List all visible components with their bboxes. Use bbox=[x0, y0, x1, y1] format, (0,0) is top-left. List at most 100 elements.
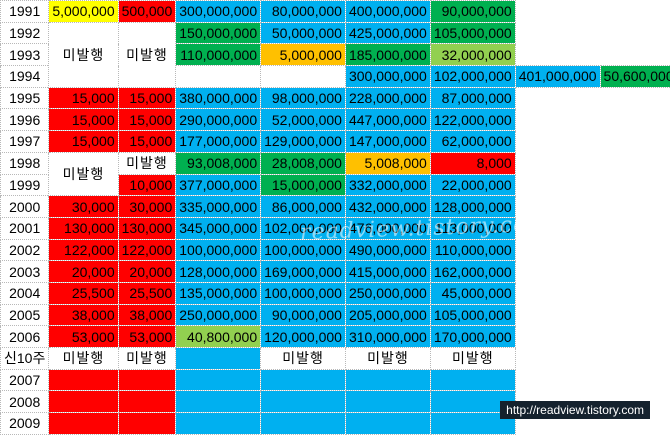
year-cell[interactable]: 1997 bbox=[0, 130, 50, 153]
year-cell[interactable]: 2007 bbox=[0, 368, 50, 392]
value-cell[interactable] bbox=[175, 347, 262, 370]
value-cell[interactable]: 15,000,000 bbox=[260, 173, 346, 197]
value-cell[interactable]: 310,000,000 bbox=[344, 325, 431, 348]
value-cell[interactable]: 250,000,000 bbox=[344, 281, 431, 305]
year-cell[interactable]: 1999 bbox=[0, 173, 50, 197]
year-cell[interactable]: 2000 bbox=[0, 195, 50, 218]
value-cell[interactable]: 100,000,000 bbox=[260, 281, 346, 305]
value-cell[interactable]: 169,000,000 bbox=[260, 260, 346, 283]
year-cell[interactable]: 2001 bbox=[0, 216, 50, 240]
value-cell[interactable] bbox=[260, 368, 346, 392]
value-cell[interactable]: 미발행 bbox=[429, 347, 516, 370]
value-cell[interactable]: 120,000,000 bbox=[260, 325, 346, 348]
year-cell[interactable]: 2008 bbox=[0, 390, 50, 414]
year-cell[interactable]: 2003 bbox=[0, 260, 50, 283]
value-cell[interactable]: 130,000 bbox=[48, 216, 119, 240]
year-cell[interactable]: 2004 bbox=[0, 281, 50, 305]
value-cell[interactable] bbox=[260, 412, 346, 435]
value-cell[interactable]: 15,000 bbox=[117, 130, 177, 153]
value-cell[interactable]: 미발행 bbox=[48, 151, 119, 197]
value-cell[interactable]: 401,000,000 bbox=[514, 65, 601, 88]
value-cell[interactable]: 130,000 bbox=[117, 216, 177, 240]
value-cell[interactable]: 447,000,000 bbox=[344, 108, 431, 132]
value-cell[interactable]: 53,000 bbox=[117, 325, 177, 348]
value-cell[interactable]: 25,500 bbox=[48, 281, 119, 305]
value-cell[interactable]: 400,000,000 bbox=[344, 0, 431, 23]
value-cell[interactable] bbox=[175, 368, 262, 392]
value-cell[interactable] bbox=[48, 368, 119, 392]
value-cell[interactable] bbox=[48, 390, 119, 414]
value-cell[interactable]: 432,000,000 bbox=[344, 195, 431, 218]
year-cell[interactable]: 1994 bbox=[0, 65, 50, 88]
value-cell[interactable]: 110,000,000 bbox=[175, 43, 262, 67]
value-cell[interactable]: 228,000,000 bbox=[344, 86, 431, 110]
value-cell[interactable]: 205,000,000 bbox=[344, 303, 431, 327]
value-cell[interactable]: 102,000,000 bbox=[429, 65, 516, 88]
value-cell[interactable]: 185,000,000 bbox=[344, 43, 431, 67]
value-cell[interactable]: 100,000,000 bbox=[175, 238, 262, 262]
value-cell[interactable] bbox=[260, 390, 346, 414]
value-cell[interactable]: 90,000,000 bbox=[260, 303, 346, 327]
value-cell[interactable]: 미발행 bbox=[117, 347, 177, 370]
value-cell[interactable]: 500,000 bbox=[117, 0, 177, 23]
value-cell[interactable] bbox=[344, 368, 431, 392]
value-cell[interactable]: 177,000,000 bbox=[175, 130, 262, 153]
value-cell[interactable] bbox=[344, 390, 431, 414]
value-cell[interactable]: 490,000,000 bbox=[344, 238, 431, 262]
url-badge[interactable]: http://readview.tistory.com bbox=[500, 401, 650, 419]
value-cell[interactable]: 32,000,000 bbox=[429, 43, 516, 67]
value-cell[interactable]: 62,000,000 bbox=[429, 130, 516, 153]
value-cell[interactable]: 15,000 bbox=[48, 86, 119, 110]
value-cell[interactable]: 15,000 bbox=[117, 108, 177, 132]
value-cell[interactable]: 86,000,000 bbox=[260, 195, 346, 218]
value-cell[interactable] bbox=[344, 412, 431, 435]
value-cell[interactable]: 미발행 bbox=[260, 347, 346, 370]
value-cell[interactable]: 122,000 bbox=[117, 238, 177, 262]
value-cell[interactable]: 98,000,000 bbox=[260, 86, 346, 110]
value-cell[interactable]: 345,000,000 bbox=[175, 216, 262, 240]
value-cell[interactable]: 미발행 bbox=[48, 21, 119, 88]
value-cell[interactable]: 20,000 bbox=[117, 260, 177, 283]
year-cell[interactable]: 2005 bbox=[0, 303, 50, 327]
value-cell[interactable]: 미발행 bbox=[344, 347, 431, 370]
value-cell[interactable]: 150,000,000 bbox=[175, 21, 262, 45]
value-cell[interactable]: 45,000,000 bbox=[429, 281, 516, 305]
value-cell[interactable]: 380,000,000 bbox=[175, 86, 262, 110]
value-cell[interactable]: 170,000,000 bbox=[429, 325, 516, 348]
value-cell[interactable] bbox=[429, 368, 516, 392]
value-cell[interactable]: 87,000,000 bbox=[429, 86, 516, 110]
value-cell[interactable]: 476,000,000 bbox=[344, 216, 431, 240]
year-cell[interactable]: 신10주 bbox=[0, 347, 50, 370]
value-cell[interactable] bbox=[117, 368, 177, 392]
value-cell[interactable]: 105,000,000 bbox=[429, 303, 516, 327]
value-cell[interactable]: 290,000,000 bbox=[175, 108, 262, 132]
value-cell[interactable]: 425,000,000 bbox=[344, 21, 431, 45]
year-cell[interactable]: 1993 bbox=[0, 43, 50, 67]
value-cell[interactable]: 28,008,000 bbox=[260, 151, 346, 175]
value-cell[interactable]: 미발행 bbox=[117, 151, 177, 175]
value-cell[interactable]: 80,000,000 bbox=[260, 0, 346, 23]
value-cell[interactable]: 93,008,000 bbox=[175, 151, 262, 175]
value-cell[interactable]: 10,000 bbox=[117, 173, 177, 197]
value-cell[interactable]: 15,000 bbox=[117, 86, 177, 110]
value-cell[interactable]: 8,000 bbox=[429, 151, 516, 175]
value-cell[interactable]: 122,000,000 bbox=[429, 108, 516, 132]
value-cell[interactable] bbox=[175, 412, 262, 435]
year-cell[interactable]: 1995 bbox=[0, 86, 50, 110]
value-cell[interactable]: 377,000,000 bbox=[175, 173, 262, 197]
value-cell[interactable] bbox=[260, 65, 346, 88]
value-cell[interactable]: 415,000,000 bbox=[344, 260, 431, 283]
value-cell[interactable]: 50,000,000 bbox=[260, 21, 346, 45]
value-cell[interactable]: 250,000,000 bbox=[175, 303, 262, 327]
value-cell[interactable]: 38,000 bbox=[48, 303, 119, 327]
value-cell[interactable]: 335,000,000 bbox=[175, 195, 262, 218]
year-cell[interactable]: 1998 bbox=[0, 151, 50, 175]
value-cell[interactable] bbox=[117, 390, 177, 414]
value-cell[interactable] bbox=[429, 412, 516, 435]
value-cell[interactable] bbox=[117, 412, 177, 435]
value-cell[interactable]: 38,000 bbox=[117, 303, 177, 327]
value-cell[interactable]: 128,000,000 bbox=[175, 260, 262, 283]
value-cell[interactable]: 147,000,000 bbox=[344, 130, 431, 153]
value-cell[interactable]: 30,000 bbox=[117, 195, 177, 218]
year-cell[interactable]: 2006 bbox=[0, 325, 50, 348]
